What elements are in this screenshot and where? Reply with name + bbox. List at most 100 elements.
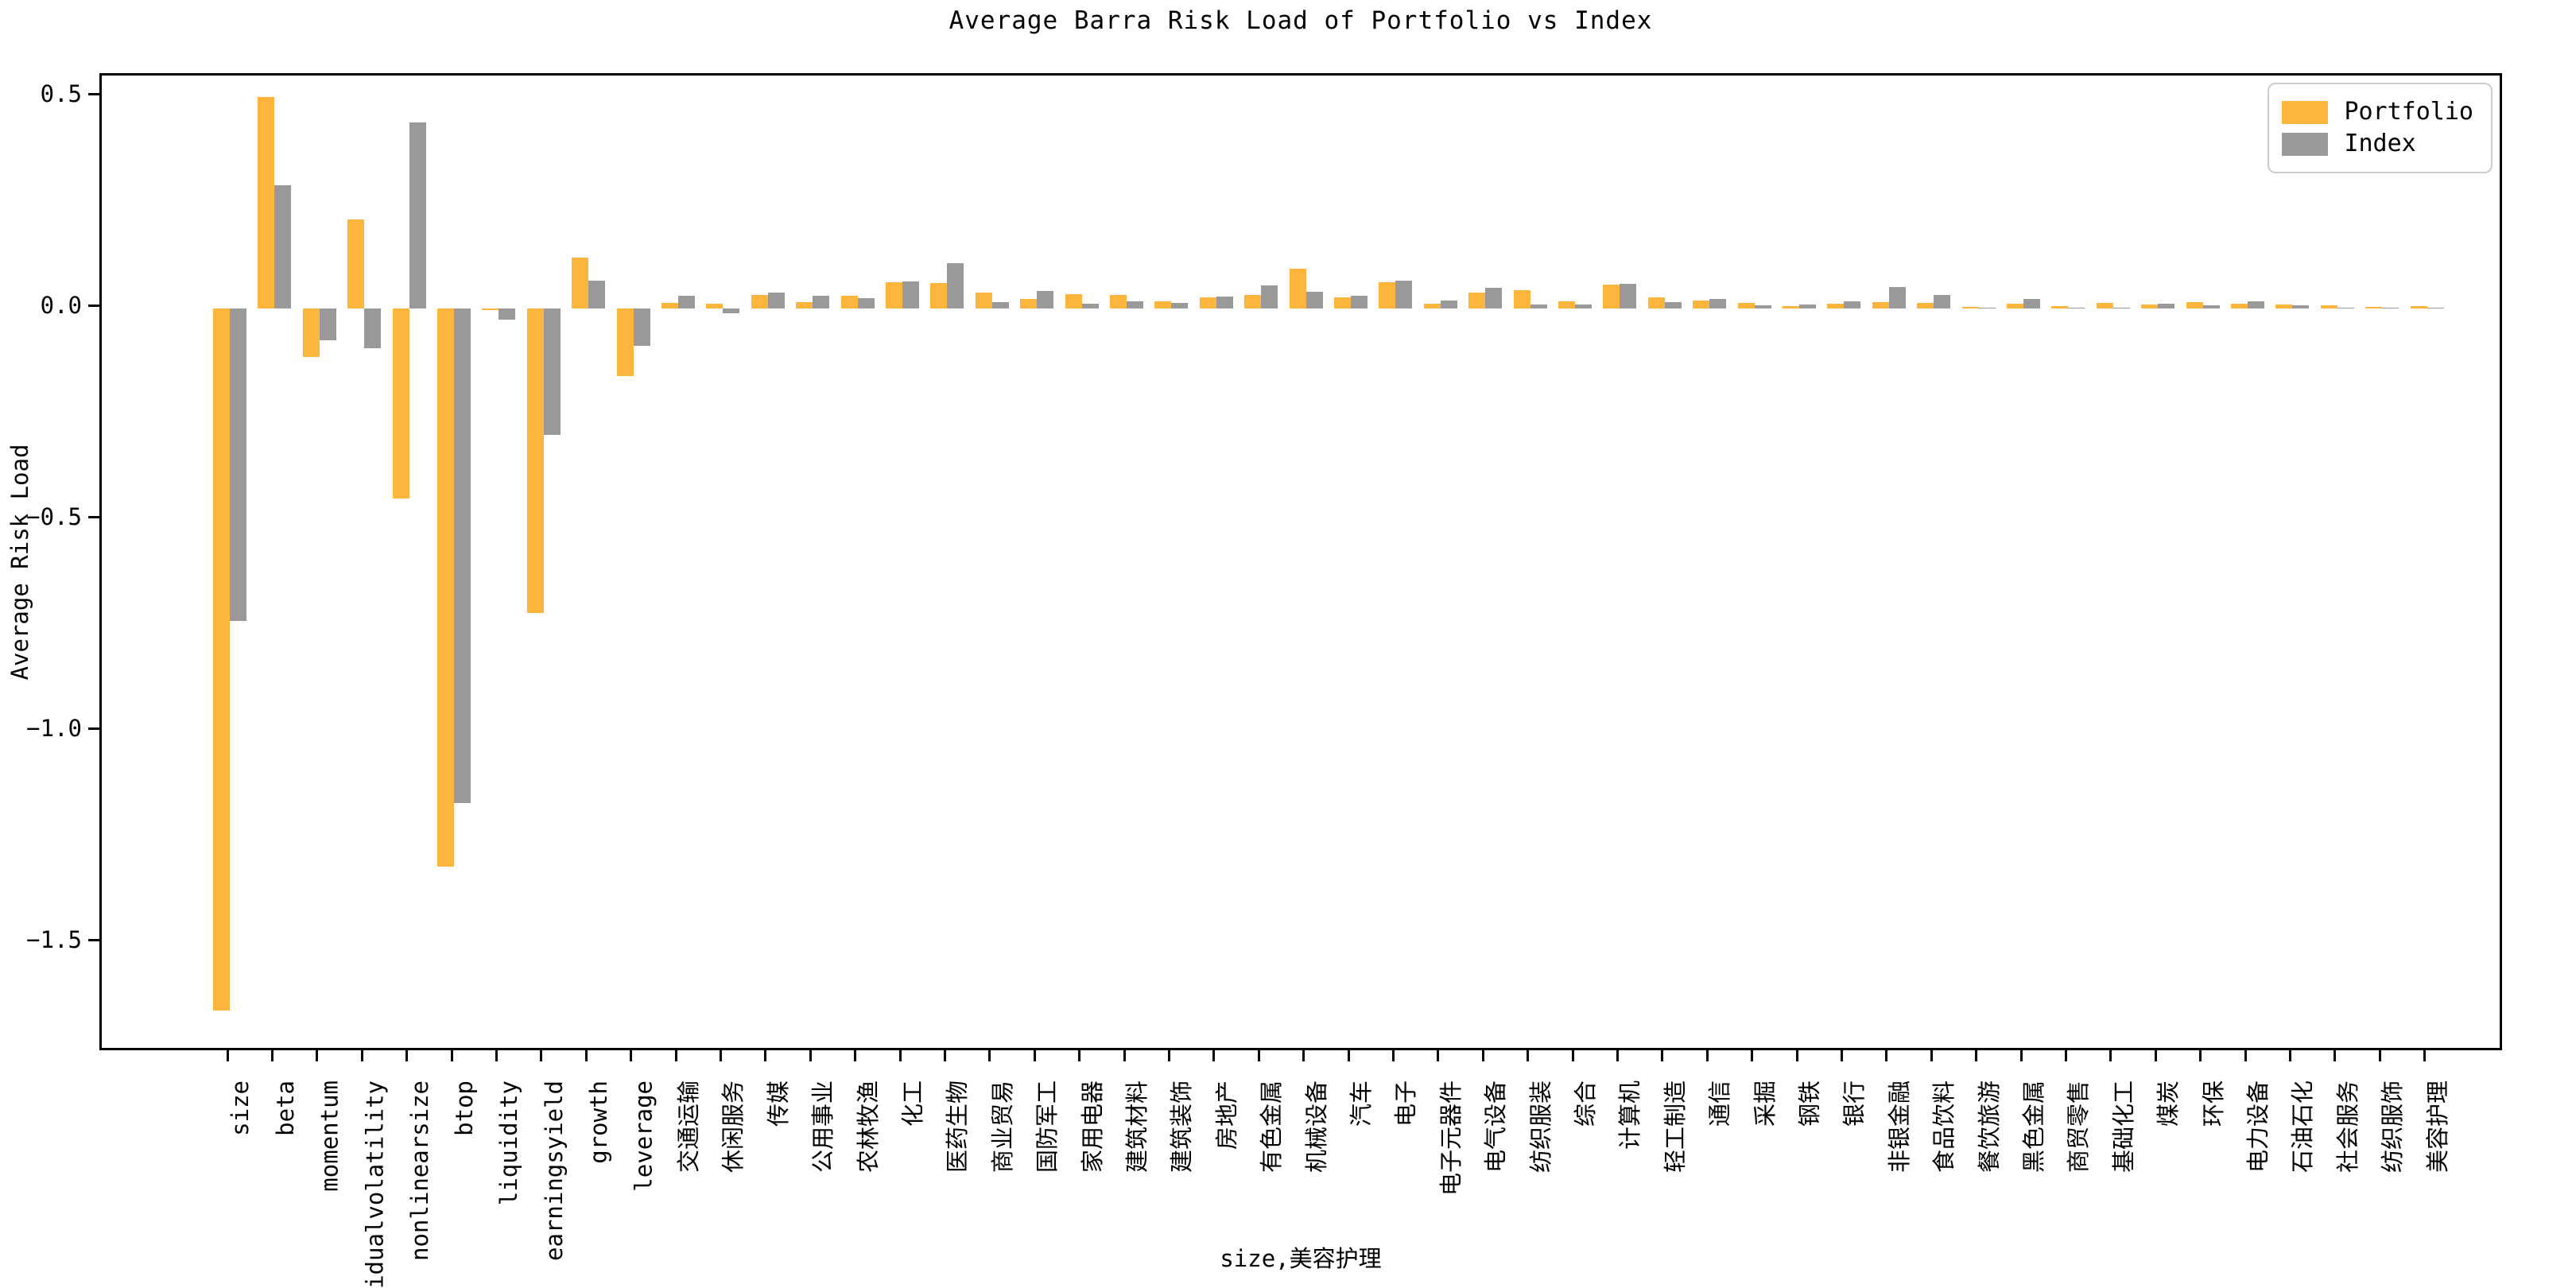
bar-portfolio-0 — [213, 308, 230, 1011]
x-tick-label-39: 餐饮旅游 — [1975, 1080, 2003, 1174]
bar-portfolio-15 — [886, 282, 902, 308]
x-tick-label-5: btop — [451, 1080, 478, 1136]
bar-index-1 — [274, 185, 292, 308]
bar-index-10 — [678, 296, 695, 308]
x-tick-label-45: 电力设备 — [2244, 1080, 2271, 1174]
x-tick-mark — [719, 1050, 722, 1061]
bar-portfolio-28 — [1468, 293, 1486, 308]
bar-portfolio-4 — [392, 308, 409, 499]
x-tick-label-24: 机械设备 — [1302, 1080, 1330, 1174]
bar-index-31 — [1620, 283, 1637, 308]
y-tick-mark — [88, 939, 99, 942]
x-tick-label-15: 化工 — [899, 1080, 926, 1127]
bar-portfolio-18 — [1020, 299, 1038, 308]
x-tick-mark — [1481, 1050, 1484, 1061]
bar-portfolio-35 — [1783, 306, 1799, 308]
bar-portfolio-32 — [1647, 297, 1665, 308]
x-tick-mark — [1347, 1050, 1350, 1061]
bar-portfolio-8 — [572, 257, 589, 308]
legend-label-index: Index — [2344, 130, 2416, 157]
x-tick-label-33: 通信 — [1706, 1080, 1734, 1127]
x-tick-label-23: 有色金属 — [1258, 1080, 1286, 1174]
bar-portfolio-29 — [1513, 289, 1530, 308]
bar-index-30 — [1575, 304, 1592, 308]
bar-index-27 — [1440, 301, 1457, 308]
bar-index-4 — [409, 122, 426, 308]
x-tick-mark — [898, 1050, 902, 1061]
y-tick-mark — [88, 305, 99, 308]
bar-portfolio-38 — [1917, 302, 1934, 308]
x-tick-mark — [2288, 1050, 2291, 1061]
x-tick-label-20: 建筑材料 — [1123, 1080, 1150, 1174]
x-tick-mark — [450, 1050, 453, 1061]
x-tick-label-16: 医药生物 — [944, 1080, 972, 1174]
bar-portfolio-17 — [975, 292, 992, 308]
x-tick-label-35: 钢铁 — [1796, 1080, 1823, 1127]
x-axis-label: size,美容护理 — [1220, 1245, 1382, 1272]
x-tick-label-13: 公用事业 — [809, 1080, 837, 1174]
bar-index-44 — [2202, 305, 2220, 308]
x-tick-mark — [2109, 1050, 2112, 1061]
x-tick-label-48: 纺织服饰 — [2379, 1080, 2407, 1174]
bar-index-43 — [2158, 304, 2175, 308]
bar-portfolio-13 — [796, 302, 813, 308]
x-tick-label-0: size — [227, 1080, 254, 1136]
bar-portfolio-7 — [526, 308, 544, 613]
x-tick-mark — [1705, 1050, 1709, 1061]
bar-portfolio-47 — [2320, 305, 2337, 308]
bar-index-22 — [1216, 296, 1233, 308]
x-tick-label-49: 美容护理 — [2423, 1080, 2451, 1174]
x-tick-mark — [584, 1050, 588, 1061]
x-tick-label-34: 采掘 — [1751, 1080, 1779, 1127]
x-tick-mark — [1751, 1050, 1754, 1061]
x-tick-mark — [1123, 1050, 1126, 1061]
legend-item-index: Index — [2282, 130, 2473, 157]
bar-index-21 — [1171, 303, 1189, 308]
bar-index-24 — [1305, 291, 1323, 308]
x-tick-label-11: 休闲服务 — [720, 1080, 747, 1174]
bar-index-9 — [633, 308, 650, 347]
x-tick-label-7: earningsyield — [540, 1080, 568, 1261]
x-tick-label-32: 轻工制造 — [1661, 1080, 1689, 1174]
x-tick-mark — [943, 1050, 946, 1061]
x-tick-mark — [1212, 1050, 1216, 1061]
x-tick-label-19: 家用电器 — [1078, 1080, 1106, 1174]
x-tick-mark — [495, 1050, 498, 1061]
bar-portfolio-26 — [1379, 282, 1396, 308]
bar-portfolio-24 — [1289, 268, 1306, 308]
x-tick-mark — [630, 1050, 633, 1061]
bar-index-35 — [1799, 305, 1816, 308]
bar-index-32 — [1664, 301, 1682, 308]
x-tick-mark — [2334, 1050, 2337, 1061]
x-tick-label-43: 煤炭 — [2155, 1080, 2182, 1127]
x-tick-mark — [1616, 1050, 1619, 1061]
x-tick-label-12: 传媒 — [764, 1080, 792, 1127]
x-tick-mark — [540, 1050, 543, 1061]
x-tick-label-25: 汽车 — [1348, 1080, 1375, 1127]
plot-area: Portfolio Index — [99, 73, 2502, 1050]
x-tick-label-8: growth — [585, 1080, 613, 1164]
legend-item-portfolio: Portfolio — [2282, 99, 2473, 126]
chart-title: Average Barra Risk Load of Portfolio vs … — [949, 6, 1653, 35]
x-tick-mark — [405, 1050, 409, 1061]
bar-index-11 — [723, 308, 740, 313]
bar-index-37 — [1888, 287, 1906, 308]
bar-portfolio-9 — [616, 308, 634, 376]
bar-portfolio-43 — [2141, 305, 2159, 308]
x-tick-label-2: momentum — [316, 1080, 343, 1192]
x-tick-label-36: 银行 — [1841, 1080, 1868, 1127]
bar-index-38 — [1934, 295, 1951, 308]
x-tick-label-18: 国防军工 — [1034, 1080, 1061, 1174]
bar-index-12 — [767, 292, 785, 308]
bar-portfolio-44 — [2186, 302, 2203, 308]
x-tick-label-4: nonlinearsize — [405, 1080, 433, 1261]
bar-index-25 — [1351, 295, 1368, 308]
x-tick-label-27: 电子元器件 — [1437, 1080, 1465, 1197]
x-tick-label-9: leverage — [630, 1080, 658, 1192]
bar-portfolio-16 — [930, 282, 948, 308]
bar-index-16 — [947, 263, 964, 308]
bar-portfolio-21 — [1154, 301, 1172, 308]
bar-portfolio-25 — [1334, 297, 1351, 308]
x-tick-label-46: 石油石化 — [2289, 1080, 2317, 1174]
x-tick-label-22: 房地产 — [1212, 1080, 1240, 1150]
